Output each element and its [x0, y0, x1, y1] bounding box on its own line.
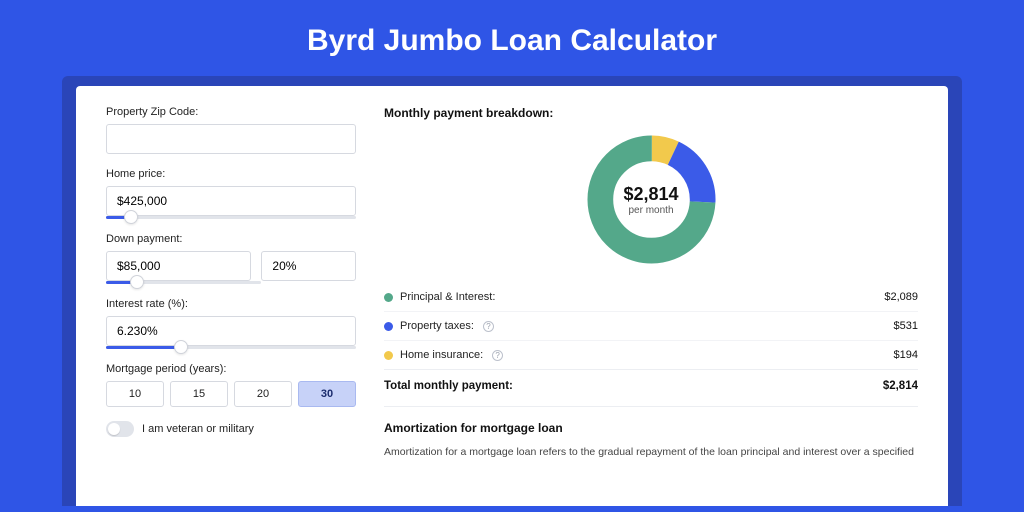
- total-value: $2,814: [883, 380, 918, 392]
- legend-row: Home insurance:? $194: [384, 340, 918, 369]
- breakdown-title: Monthly payment breakdown:: [384, 106, 918, 120]
- slider-thumb[interactable]: [124, 210, 138, 224]
- info-icon[interactable]: ?: [492, 350, 503, 361]
- interest-rate-slider[interactable]: [106, 346, 356, 349]
- legend-value: $2,089: [884, 291, 918, 303]
- amortization-text: Amortization for a mortgage loan refers …: [384, 445, 918, 461]
- veteran-toggle-label: I am veteran or military: [142, 423, 254, 435]
- amortization-title: Amortization for mortgage loan: [384, 421, 918, 435]
- down-payment-input[interactable]: [106, 251, 251, 281]
- calculator-card: Property Zip Code: Home price: Down paym…: [76, 86, 948, 506]
- field-down-payment: Down payment:: [106, 233, 356, 284]
- interest-rate-input[interactable]: [106, 316, 356, 346]
- home-price-slider[interactable]: [106, 216, 356, 219]
- total-row: Total monthly payment: $2,814: [384, 369, 918, 406]
- field-zip: Property Zip Code:: [106, 106, 356, 154]
- slider-thumb[interactable]: [130, 275, 144, 289]
- breakdown-column: Monthly payment breakdown: $2,814 per mo…: [384, 106, 918, 506]
- veteran-toggle-row: I am veteran or military: [106, 421, 356, 437]
- total-label: Total monthly payment:: [384, 380, 513, 392]
- legend-dot: [384, 351, 393, 360]
- amortization-section: Amortization for mortgage loan Amortizat…: [384, 406, 918, 461]
- period-option-15[interactable]: 15: [170, 381, 228, 407]
- donut-chart: $2,814 per month: [584, 132, 719, 267]
- donut-chart-wrap: $2,814 per month: [384, 132, 918, 267]
- page-title: Byrd Jumbo Loan Calculator: [0, 0, 1024, 76]
- zip-label: Property Zip Code:: [106, 106, 356, 118]
- legend-value: $531: [894, 320, 918, 332]
- legend-row: Property taxes:? $531: [384, 311, 918, 340]
- legend-label: Principal & Interest:: [400, 291, 495, 303]
- legend-label: Property taxes:: [400, 320, 474, 332]
- field-mortgage-period: Mortgage period (years): 10152030: [106, 363, 356, 407]
- mortgage-period-label: Mortgage period (years):: [106, 363, 356, 375]
- period-option-20[interactable]: 20: [234, 381, 292, 407]
- info-icon[interactable]: ?: [483, 321, 494, 332]
- down-payment-pct-input[interactable]: [261, 251, 356, 281]
- card-backdrop: Property Zip Code: Home price: Down paym…: [62, 76, 962, 506]
- donut-sub: per month: [628, 205, 673, 216]
- period-option-30[interactable]: 30: [298, 381, 356, 407]
- veteran-toggle[interactable]: [106, 421, 134, 437]
- zip-input[interactable]: [106, 124, 356, 154]
- field-home-price: Home price:: [106, 168, 356, 219]
- legend-label: Home insurance:: [400, 349, 483, 361]
- period-options: 10152030: [106, 381, 356, 407]
- legend-list: Principal & Interest: $2,089 Property taxe…: [384, 283, 918, 369]
- legend-dot: [384, 293, 393, 302]
- slider-thumb[interactable]: [174, 340, 188, 354]
- legend-row: Principal & Interest: $2,089: [384, 283, 918, 311]
- legend-dot: [384, 322, 393, 331]
- period-option-10[interactable]: 10: [106, 381, 164, 407]
- down-payment-label: Down payment:: [106, 233, 356, 245]
- home-price-input[interactable]: [106, 186, 356, 216]
- home-price-label: Home price:: [106, 168, 356, 180]
- field-interest-rate: Interest rate (%):: [106, 298, 356, 349]
- donut-center: $2,814 per month: [584, 132, 719, 267]
- down-payment-slider[interactable]: [106, 281, 261, 284]
- legend-value: $194: [894, 349, 918, 361]
- donut-amount: $2,814: [623, 184, 678, 205]
- interest-rate-label: Interest rate (%):: [106, 298, 356, 310]
- form-column: Property Zip Code: Home price: Down paym…: [106, 106, 356, 506]
